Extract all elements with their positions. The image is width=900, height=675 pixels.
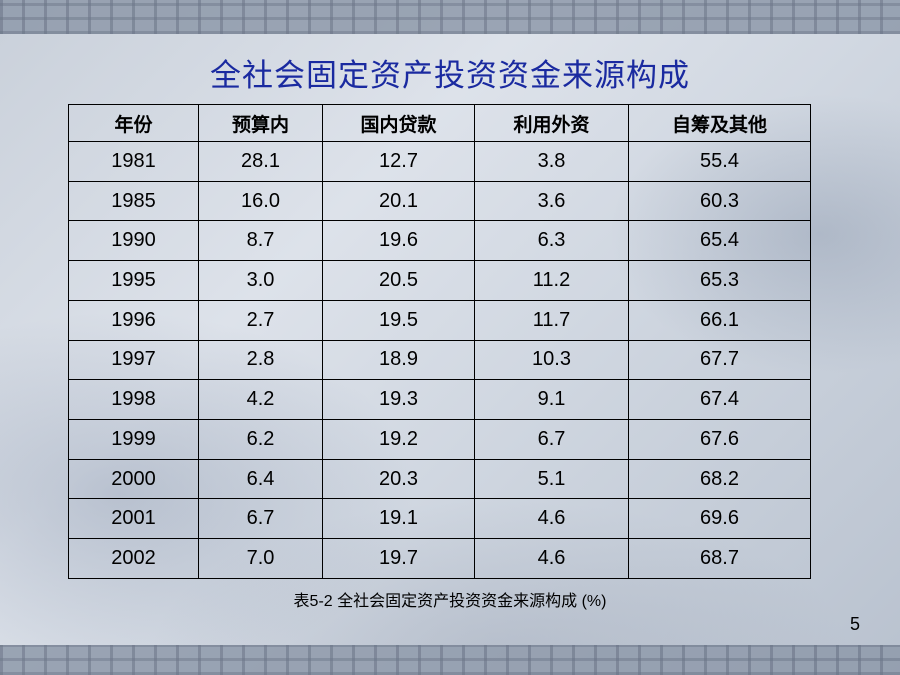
header-self-raised: 自筹及其他 [628, 104, 811, 142]
table-row: 2002 7.0 19.7 4.6 68.7 [68, 538, 811, 579]
cell-domestic-loans: 20.1 [322, 180, 475, 222]
cell-year: 1981 [68, 141, 199, 182]
slide-title: 全社会固定资产投资资金来源构成 [210, 58, 690, 94]
decorative-brick-band-top [0, 0, 900, 34]
cell-domestic-loans: 12.7 [322, 141, 475, 182]
cell-foreign-capital: 11.2 [474, 260, 629, 301]
cell-self-raised: 66.1 [628, 299, 811, 341]
table-row: 2000 6.4 20.3 5.1 68.2 [68, 458, 811, 500]
header-year: 年份 [68, 104, 199, 142]
cell-budget: 16.0 [198, 180, 323, 222]
cell-self-raised: 65.4 [628, 220, 811, 262]
table-row: 1995 3.0 20.5 11.2 65.3 [68, 260, 811, 301]
header-domestic-loans: 国内贷款 [322, 104, 475, 142]
table-row: 2001 6.7 19.1 4.6 69.6 [68, 498, 811, 540]
cell-foreign-capital: 3.8 [474, 141, 629, 182]
cell-self-raised: 60.3 [628, 180, 811, 222]
cell-foreign-capital: 10.3 [474, 339, 629, 381]
cell-domestic-loans: 19.5 [322, 299, 475, 341]
cell-budget: 2.7 [198, 299, 323, 341]
cell-foreign-capital: 3.6 [474, 180, 629, 222]
decorative-brick-band-bottom [0, 645, 900, 675]
cell-budget: 7.0 [198, 538, 323, 579]
cell-domestic-loans: 20.3 [322, 458, 475, 500]
cell-budget: 2.8 [198, 339, 323, 381]
funding-sources-table: 年份 预算内 国内贷款 利用外资 自筹及其他 1981 28.1 12.7 3.8 55… [68, 104, 811, 579]
cell-self-raised: 67.7 [628, 339, 811, 381]
cell-domestic-loans: 18.9 [322, 339, 475, 381]
cell-foreign-capital: 9.1 [474, 379, 629, 421]
cell-budget: 3.0 [198, 260, 323, 301]
page-number: 5 [849, 614, 860, 634]
cell-year: 2001 [68, 498, 199, 540]
cell-year: 1996 [68, 299, 199, 341]
table-body: 1981 28.1 12.7 3.8 55.4 1985 16.0 20.1 3.6 60.3 19… [68, 141, 811, 579]
cell-year: 2002 [68, 538, 199, 579]
cell-budget: 4.2 [198, 379, 323, 421]
table-row: 1985 16.0 20.1 3.6 60.3 [68, 180, 811, 222]
table-row: 1998 4.2 19.3 9.1 67.4 [68, 379, 811, 421]
cell-year: 1999 [68, 419, 199, 460]
cell-self-raised: 67.4 [628, 379, 811, 421]
cell-foreign-capital: 11.7 [474, 299, 629, 341]
cell-foreign-capital: 6.7 [474, 419, 629, 460]
cell-budget: 8.7 [198, 220, 323, 262]
cell-self-raised: 55.4 [628, 141, 811, 182]
cell-domestic-loans: 19.1 [322, 498, 475, 540]
cell-budget: 6.4 [198, 458, 323, 500]
cell-year: 1997 [68, 339, 199, 381]
table-row: 1999 6.2 19.2 6.7 67.6 [68, 419, 811, 460]
table-row: 1996 2.7 19.5 11.7 66.1 [68, 299, 811, 341]
table-row: 1981 28.1 12.7 3.8 55.4 [68, 141, 811, 182]
cell-year: 1990 [68, 220, 199, 262]
header-foreign-capital: 利用外资 [474, 104, 629, 142]
cell-budget: 6.7 [198, 498, 323, 540]
cell-year: 1995 [68, 260, 199, 301]
cell-foreign-capital: 4.6 [474, 498, 629, 540]
cell-self-raised: 68.2 [628, 458, 811, 500]
cell-domestic-loans: 20.5 [322, 260, 475, 301]
cell-self-raised: 68.7 [628, 538, 811, 579]
cell-year: 1998 [68, 379, 199, 421]
cell-domestic-loans: 19.7 [322, 538, 475, 579]
cell-self-raised: 65.3 [628, 260, 811, 301]
cell-year: 2000 [68, 458, 199, 500]
table-row: 1997 2.8 18.9 10.3 67.7 [68, 339, 811, 381]
header-budget: 预算内 [198, 104, 323, 142]
cell-budget: 28.1 [198, 141, 323, 182]
cell-domestic-loans: 19.6 [322, 220, 475, 262]
table-row: 1990 8.7 19.6 6.3 65.4 [68, 220, 811, 262]
cell-budget: 6.2 [198, 419, 323, 460]
cell-domestic-loans: 19.2 [322, 419, 475, 460]
cell-domestic-loans: 19.3 [322, 379, 475, 421]
table-header-row: 年份 预算内 国内贷款 利用外资 自筹及其他 [68, 104, 811, 142]
cell-foreign-capital: 6.3 [474, 220, 629, 262]
table-caption: 表5-2 全社会固定资产投资资金来源构成 (%) [293, 593, 607, 610]
cell-self-raised: 67.6 [628, 419, 811, 460]
cell-self-raised: 69.6 [628, 498, 811, 540]
cell-foreign-capital: 5.1 [474, 458, 629, 500]
cell-foreign-capital: 4.6 [474, 538, 629, 579]
cell-year: 1985 [68, 180, 199, 222]
